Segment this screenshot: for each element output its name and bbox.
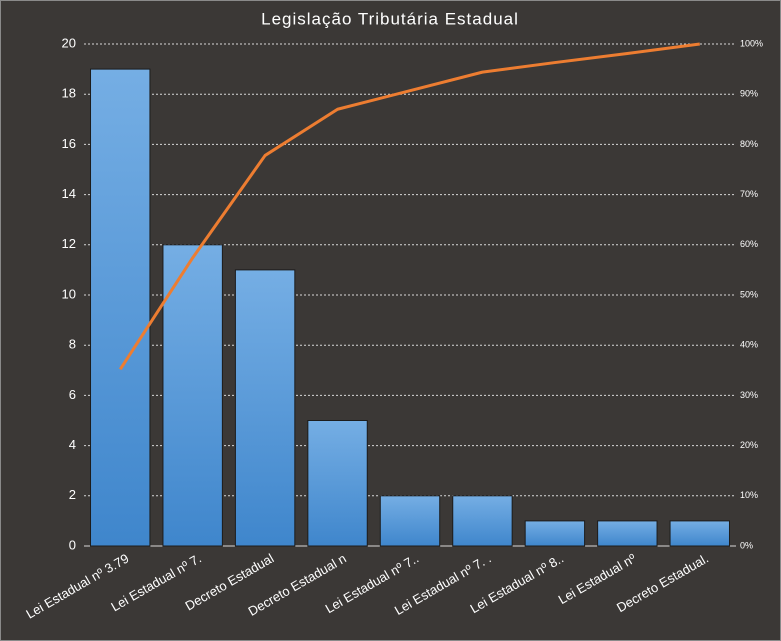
chart-title: Legislação Tributária Estadual bbox=[261, 9, 519, 28]
y2-tick-label: 100% bbox=[740, 38, 763, 48]
bar bbox=[162, 244, 223, 547]
y2-tick-label: 20% bbox=[740, 440, 758, 450]
y2-tick-label: 30% bbox=[740, 390, 758, 400]
bar bbox=[669, 520, 730, 547]
y2-tick-label: 80% bbox=[740, 139, 758, 149]
y-tick-label: 16 bbox=[62, 136, 76, 151]
y-tick-label: 10 bbox=[62, 286, 76, 301]
y-tick-label: 6 bbox=[69, 387, 76, 402]
y-tick-label: 4 bbox=[69, 437, 76, 452]
y2-tick-label: 40% bbox=[740, 340, 758, 350]
y-tick-label: 0 bbox=[69, 537, 76, 552]
bar bbox=[379, 495, 441, 547]
y2-tick-label: 90% bbox=[740, 89, 758, 99]
y2-tick-label: 70% bbox=[740, 189, 758, 199]
y2-tick-label: 0% bbox=[740, 540, 753, 550]
y-tick-label: 18 bbox=[62, 86, 76, 101]
y-tick-label: 14 bbox=[62, 186, 76, 201]
y2-tick-label: 10% bbox=[740, 490, 758, 500]
y-tick-label: 8 bbox=[69, 337, 76, 352]
y-tick-label: 2 bbox=[69, 487, 76, 502]
bar bbox=[524, 520, 586, 547]
bar bbox=[234, 269, 296, 547]
bar bbox=[452, 495, 513, 547]
bar bbox=[90, 68, 151, 547]
bar bbox=[307, 420, 368, 547]
y2-tick-label: 50% bbox=[740, 289, 758, 299]
y-tick-label: 12 bbox=[62, 236, 76, 251]
y2-tick-label: 60% bbox=[740, 239, 758, 249]
y-tick-label: 20 bbox=[62, 35, 76, 50]
pareto-line bbox=[118, 42, 700, 371]
bar bbox=[597, 520, 658, 547]
